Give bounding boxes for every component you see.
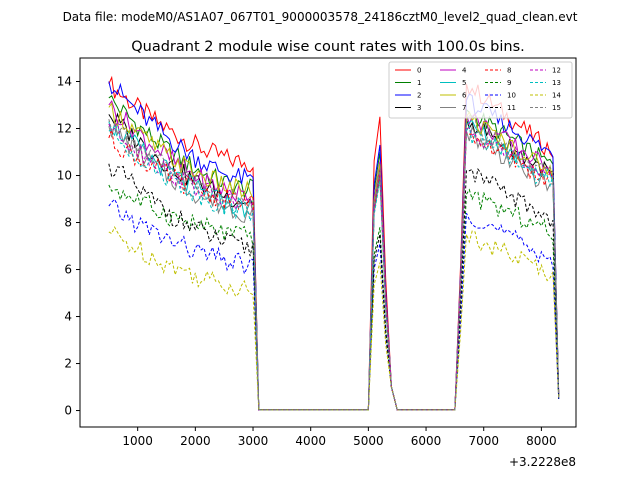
series-line-0 <box>108 75 560 411</box>
series-line-3 <box>108 112 560 411</box>
series-line-10 <box>108 198 560 411</box>
legend-label-13: 13 <box>552 79 561 87</box>
x-axis: 1000 2000 3000 4000 5000 6000 7000 8000 <box>122 427 557 448</box>
series-line-8 <box>108 129 560 411</box>
series-line-7 <box>108 122 560 411</box>
y-tick-label: 10 <box>57 169 72 183</box>
series-line-14 <box>108 225 560 411</box>
legend-label-9: 9 <box>507 79 511 87</box>
x-tick-label: 7000 <box>468 434 499 448</box>
legend-label-7: 7 <box>462 104 466 112</box>
series-line-13 <box>108 124 560 411</box>
legend-label-8: 8 <box>507 67 511 75</box>
x-tick-label: 1000 <box>122 434 153 448</box>
x-tick-label: 2000 <box>180 434 211 448</box>
series-line-15 <box>108 115 560 411</box>
series-line-11 <box>108 163 560 411</box>
x-tick-label: 6000 <box>411 434 442 448</box>
legend-label-14: 14 <box>552 92 561 100</box>
y-tick-label: 4 <box>64 310 72 324</box>
axes-frame <box>79 57 577 428</box>
y-tick-label: 8 <box>64 216 72 230</box>
legend-label-15: 15 <box>552 104 561 112</box>
legend-label-2: 2 <box>417 92 421 100</box>
legend-label-10: 10 <box>507 92 516 100</box>
legend-label-5: 5 <box>462 79 466 87</box>
series-line-6 <box>108 102 560 411</box>
x-tick-label: 5000 <box>353 434 384 448</box>
plot-area <box>79 57 577 428</box>
x-tick-label: 8000 <box>526 434 557 448</box>
legend-label-11: 11 <box>507 104 516 112</box>
x-tick-label: 3000 <box>238 434 269 448</box>
y-tick-label: 14 <box>57 75 72 89</box>
y-tick-label: 6 <box>64 263 72 277</box>
y-tick-label: 2 <box>64 357 72 371</box>
legend-label-12: 12 <box>552 67 561 75</box>
series-line-9 <box>108 184 560 411</box>
series-layer <box>108 75 560 411</box>
y-axis: 0 2 4 6 8 10 12 14 <box>57 75 80 418</box>
legend-label-6: 6 <box>462 92 467 100</box>
legend-label-0: 0 <box>417 67 421 75</box>
legend-label-4: 4 <box>462 67 467 75</box>
legend-label-3: 3 <box>417 104 421 112</box>
legend-label-1: 1 <box>417 79 421 87</box>
y-tick-label: 12 <box>57 122 72 136</box>
x-axis-offset-label: +3.2228e8 <box>509 455 576 469</box>
x-tick-label: 4000 <box>295 434 326 448</box>
series-line-12 <box>108 119 560 411</box>
data-file-label: Data file: modeM0/AS1A07_067T01_90000035… <box>63 10 578 24</box>
chart-title: Quadrant 2 module wise count rates with … <box>131 39 525 55</box>
legend-frame <box>388 61 573 119</box>
y-tick-label: 0 <box>64 404 72 418</box>
series-line-2 <box>108 81 560 411</box>
